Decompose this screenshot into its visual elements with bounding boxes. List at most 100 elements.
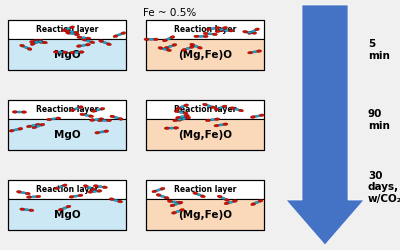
Ellipse shape — [74, 31, 79, 34]
Ellipse shape — [211, 28, 215, 30]
Ellipse shape — [167, 200, 173, 202]
Text: 30
days,
w/CO₂: 30 days, w/CO₂ — [368, 171, 400, 204]
Ellipse shape — [118, 118, 123, 120]
Ellipse shape — [164, 127, 170, 130]
Bar — [146, 39, 264, 70]
Ellipse shape — [70, 51, 75, 54]
Ellipse shape — [170, 36, 175, 39]
Text: (Mg,Fe)O: (Mg,Fe)O — [178, 50, 232, 59]
Ellipse shape — [20, 44, 25, 47]
Ellipse shape — [258, 200, 263, 202]
Text: MgO: MgO — [54, 130, 80, 140]
Ellipse shape — [106, 43, 111, 45]
Ellipse shape — [172, 211, 177, 214]
Ellipse shape — [203, 32, 209, 35]
Ellipse shape — [254, 28, 259, 31]
Ellipse shape — [169, 127, 174, 129]
Ellipse shape — [30, 42, 35, 45]
Ellipse shape — [113, 35, 118, 37]
Ellipse shape — [207, 105, 211, 107]
Ellipse shape — [100, 108, 105, 110]
Ellipse shape — [173, 119, 178, 122]
Ellipse shape — [16, 190, 22, 193]
Ellipse shape — [173, 127, 178, 129]
Bar — [8, 180, 126, 230]
Bar — [8, 100, 126, 119]
Ellipse shape — [62, 184, 67, 187]
Ellipse shape — [221, 197, 225, 200]
Ellipse shape — [183, 112, 188, 114]
Text: MgO: MgO — [54, 210, 80, 220]
Ellipse shape — [34, 41, 38, 43]
Ellipse shape — [25, 209, 29, 211]
Ellipse shape — [214, 118, 220, 120]
Ellipse shape — [100, 131, 104, 133]
Ellipse shape — [52, 118, 56, 120]
Ellipse shape — [156, 194, 161, 196]
Ellipse shape — [218, 107, 223, 109]
Ellipse shape — [176, 210, 180, 212]
Ellipse shape — [77, 36, 82, 38]
Ellipse shape — [70, 108, 76, 112]
Ellipse shape — [162, 48, 167, 50]
Ellipse shape — [21, 111, 26, 113]
Ellipse shape — [32, 126, 37, 129]
Text: Reaction layer: Reaction layer — [36, 185, 98, 194]
Ellipse shape — [215, 27, 220, 29]
Ellipse shape — [199, 35, 203, 38]
Ellipse shape — [102, 119, 106, 122]
Ellipse shape — [170, 204, 175, 207]
Text: (Mg,Fe)O: (Mg,Fe)O — [178, 130, 232, 140]
Ellipse shape — [210, 119, 215, 121]
Ellipse shape — [224, 202, 229, 205]
Ellipse shape — [93, 185, 99, 187]
Ellipse shape — [66, 205, 71, 208]
Ellipse shape — [232, 200, 237, 202]
Ellipse shape — [243, 30, 248, 33]
Ellipse shape — [251, 203, 256, 205]
Ellipse shape — [103, 130, 109, 132]
Bar — [8, 180, 126, 199]
Ellipse shape — [162, 39, 168, 42]
Bar — [8, 20, 126, 70]
Text: Reaction layer: Reaction layer — [36, 105, 98, 114]
Ellipse shape — [160, 188, 165, 190]
Ellipse shape — [97, 119, 103, 122]
Bar — [146, 20, 264, 39]
Ellipse shape — [66, 28, 70, 30]
Ellipse shape — [156, 189, 160, 191]
Ellipse shape — [197, 194, 201, 196]
Ellipse shape — [55, 117, 61, 119]
Ellipse shape — [174, 110, 180, 113]
Ellipse shape — [167, 38, 171, 40]
Ellipse shape — [152, 190, 157, 193]
Ellipse shape — [222, 105, 227, 108]
Bar — [8, 39, 126, 70]
Ellipse shape — [160, 195, 165, 198]
Text: 5
min: 5 min — [368, 39, 390, 61]
Ellipse shape — [222, 26, 228, 29]
Ellipse shape — [193, 192, 198, 195]
Ellipse shape — [219, 124, 223, 126]
Ellipse shape — [58, 208, 64, 211]
Ellipse shape — [235, 108, 239, 110]
Text: Reaction layer: Reaction layer — [174, 185, 236, 194]
Ellipse shape — [80, 113, 85, 116]
Ellipse shape — [224, 198, 229, 202]
Ellipse shape — [88, 191, 93, 193]
Ellipse shape — [35, 195, 41, 198]
Ellipse shape — [252, 51, 257, 53]
Ellipse shape — [177, 118, 182, 121]
Ellipse shape — [174, 203, 178, 205]
Ellipse shape — [54, 187, 60, 190]
Ellipse shape — [220, 28, 224, 31]
Ellipse shape — [82, 37, 86, 39]
Ellipse shape — [182, 48, 187, 51]
Ellipse shape — [82, 38, 87, 41]
Bar — [146, 119, 264, 150]
Ellipse shape — [62, 207, 67, 209]
Ellipse shape — [200, 195, 205, 198]
Ellipse shape — [114, 116, 118, 119]
Ellipse shape — [62, 51, 68, 54]
Ellipse shape — [158, 47, 163, 49]
